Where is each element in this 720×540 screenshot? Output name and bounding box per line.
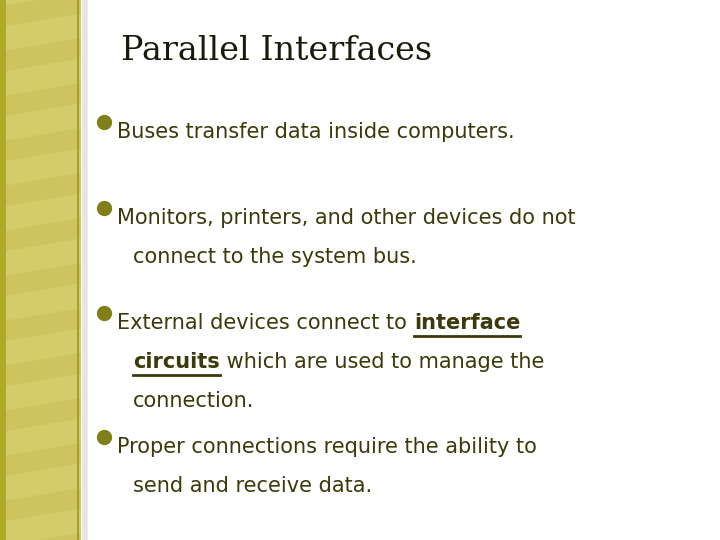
Polygon shape bbox=[0, 353, 81, 387]
Polygon shape bbox=[0, 443, 81, 477]
Polygon shape bbox=[0, 263, 81, 297]
Polygon shape bbox=[0, 38, 81, 72]
Text: interface: interface bbox=[414, 313, 521, 333]
Polygon shape bbox=[0, 83, 81, 117]
FancyBboxPatch shape bbox=[0, 0, 81, 540]
Text: circuits: circuits bbox=[133, 352, 220, 372]
Text: Monitors, printers, and other devices do not: Monitors, printers, and other devices do… bbox=[117, 208, 576, 228]
Polygon shape bbox=[0, 533, 81, 540]
Text: Buses transfer data inside computers.: Buses transfer data inside computers. bbox=[117, 122, 515, 141]
Polygon shape bbox=[0, 173, 81, 207]
Text: which are used to manage the: which are used to manage the bbox=[220, 352, 544, 372]
Text: send and receive data.: send and receive data. bbox=[133, 476, 372, 496]
Text: connect to the system bus.: connect to the system bus. bbox=[133, 247, 417, 267]
Polygon shape bbox=[0, 218, 81, 252]
Polygon shape bbox=[0, 308, 81, 342]
Polygon shape bbox=[0, 398, 81, 432]
Text: External devices connect to: External devices connect to bbox=[117, 313, 414, 333]
Text: connection.: connection. bbox=[133, 391, 255, 411]
FancyBboxPatch shape bbox=[0, 0, 6, 540]
Polygon shape bbox=[0, 128, 81, 162]
Text: Parallel Interfaces: Parallel Interfaces bbox=[121, 35, 432, 67]
Polygon shape bbox=[0, 488, 81, 522]
Text: Proper connections require the ability to: Proper connections require the ability t… bbox=[117, 437, 537, 457]
Polygon shape bbox=[0, 0, 81, 27]
